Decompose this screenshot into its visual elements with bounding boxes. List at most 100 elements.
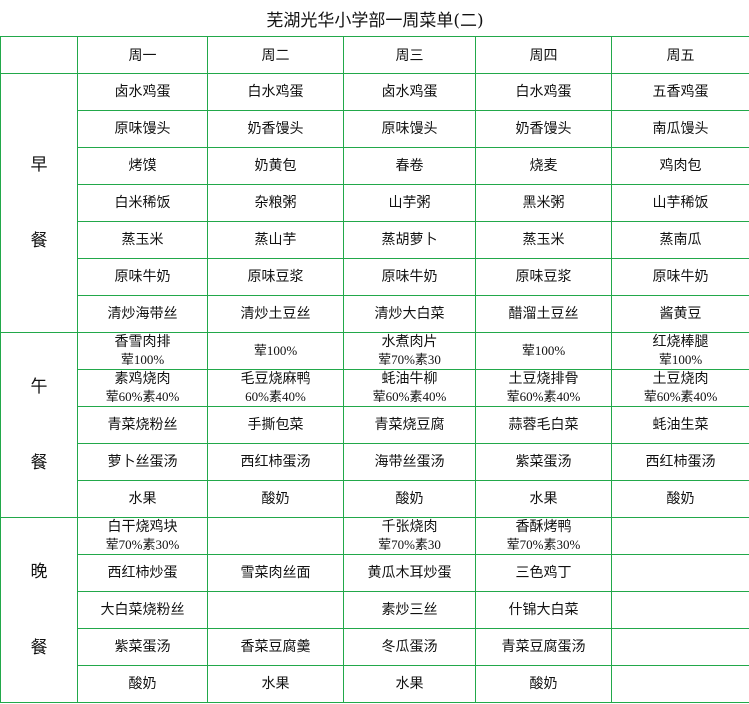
corner-cell — [0, 36, 78, 74]
dish-name: 青菜豆腐蛋汤 — [501, 639, 586, 655]
menu-cell: 南瓜馒头 — [610, 110, 749, 148]
menu-row: 萝卜丝蛋汤 西红柿蛋汤 海带丝蛋汤 紫菜蛋汤 西红柿蛋汤 — [1, 443, 749, 481]
menu-cell: 紫菜蛋汤 — [475, 443, 612, 481]
dish-name: 山芋稀饭 — [652, 195, 709, 211]
menu-cell: 紫菜蛋汤 — [77, 628, 208, 666]
ratio-text: 荤60%素40% — [643, 389, 718, 404]
menu-row: 蒸玉米 蒸山芋 蒸胡萝卜 蒸玉米 蒸南瓜 — [1, 221, 749, 259]
menu-cell — [610, 665, 749, 703]
menu-cell — [610, 517, 749, 555]
meal-label: 晚餐 — [0, 517, 78, 703]
dish-name: 紫菜蛋汤 — [114, 639, 171, 655]
menu-cell: 酸奶 — [475, 665, 612, 703]
dish-name: 白干烧鸡块 — [107, 519, 178, 535]
dish-name: 西红柿蛋汤 — [240, 454, 311, 470]
menu-cell: 奶香馒头 — [475, 110, 612, 148]
menu-row: 晚餐白干烧鸡块 荤70%素30% 千张烧肉 荤70%素30 香酥烤鸭 荤70%素30% — [0, 517, 749, 703]
menu-cell: 白水鸡蛋 — [207, 73, 344, 111]
menu-cell: 春卷 — [343, 147, 476, 185]
day-header: 周二 — [207, 36, 344, 74]
dish-name: 冬瓜蛋汤 — [381, 639, 438, 655]
menu-cell: 青菜烧粉丝 — [77, 406, 208, 444]
dish-name: 原味牛奶 — [652, 269, 709, 285]
dish-name: 奶黄包 — [254, 158, 297, 174]
ratio-text: 荤70%素30 — [378, 537, 441, 552]
menu-cell: 醋溜土豆丝 — [475, 295, 612, 333]
dish-name: 海带丝蛋汤 — [374, 454, 445, 470]
menu-cell: 红烧棒腿 荤100% — [610, 332, 749, 370]
dish-name: 青菜烧粉丝 — [107, 417, 178, 433]
menu-cell: 水煮肉片 荤70%素30 — [343, 332, 476, 370]
meal-label-char: 晚 — [30, 562, 48, 582]
dish-name: 水果 — [529, 491, 558, 507]
menu-cell: 蚝油牛柳 荤60%素40% — [343, 369, 476, 407]
ratio-text: 荤70%素30% — [506, 537, 581, 552]
dish-name: 土豆烧排骨 — [508, 371, 579, 387]
dish-name: 土豆烧肉 — [652, 371, 709, 387]
dish-name: 卤水鸡蛋 — [114, 84, 171, 100]
dish-name: 原味牛奶 — [381, 269, 438, 285]
menu-cell: 烤馍 — [77, 147, 208, 185]
menu-cell: 酸奶 — [207, 480, 344, 518]
dish-name: 雪菜肉丝面 — [240, 565, 311, 581]
dish-name: 烧麦 — [529, 158, 558, 174]
menu-cell: 白水鸡蛋 — [475, 73, 612, 111]
ratio-text: 荤60%素40% — [105, 389, 180, 404]
dish-name: 蚝油生菜 — [652, 417, 709, 433]
ratio-text: 60%素40% — [245, 389, 306, 404]
menu-cell: 水果 — [475, 480, 612, 518]
menu-cell: 白米稀饭 — [77, 184, 208, 222]
menu-cell: 西红柿蛋汤 — [610, 443, 749, 481]
menu-cell: 烧麦 — [475, 147, 612, 185]
dish-name: 香酥烤鸭 — [515, 519, 572, 535]
menu-cell: 山芋粥 — [343, 184, 476, 222]
dish-name: 水果 — [395, 676, 424, 692]
day-header: 周一 — [77, 36, 208, 74]
meal-label: 午餐 — [0, 332, 78, 518]
dish-name: 南瓜馒头 — [652, 121, 709, 137]
menu-cell: 手撕包菜 — [207, 406, 344, 444]
menu-cell: 荤100% — [475, 332, 612, 370]
page-title: 芜湖光华小学部一周菜单(二) — [0, 0, 749, 37]
menu-cell: 海带丝蛋汤 — [343, 443, 476, 481]
dish-name: 山芋粥 — [388, 195, 431, 211]
menu-cell: 西红柿炒蛋 — [77, 554, 208, 592]
menu-cell: 素鸡烧肉 荤60%素40% — [77, 369, 208, 407]
menu-cell: 水果 — [77, 480, 208, 518]
menu-cell: 毛豆烧麻鸭 60%素40% — [207, 369, 344, 407]
day-header: 周五 — [610, 36, 749, 74]
menu-row: 烤馍 奶黄包 春卷 烧麦 鸡肉包 — [1, 147, 749, 185]
dish-name: 手撕包菜 — [247, 417, 304, 433]
dish-name: 蒸山芋 — [254, 232, 297, 248]
menu-cell: 鸡肉包 — [610, 147, 749, 185]
dish-name: 清炒海带丝 — [107, 306, 178, 322]
menu-cell: 什锦大白菜 — [475, 591, 612, 629]
menu-cell: 蒸玉米 — [77, 221, 208, 259]
menu-cell — [610, 591, 749, 629]
menu-cell: 原味豆浆 — [475, 258, 612, 296]
dish-name: 大白菜烧粉丝 — [100, 602, 185, 618]
menu-cell: 原味牛奶 — [610, 258, 749, 296]
menu-cell: 原味馒头 — [77, 110, 208, 148]
meal-label-char: 餐 — [30, 638, 48, 658]
dish-name: 酸奶 — [529, 676, 558, 692]
dish-name: 水果 — [261, 676, 290, 692]
menu-cell: 水果 — [343, 665, 476, 703]
dish-name: 烤馍 — [128, 158, 157, 174]
ratio-text: 荤100% — [521, 343, 566, 358]
menu-cell: 卤水鸡蛋 — [343, 73, 476, 111]
dish-name: 千张烧肉 — [381, 519, 438, 535]
dish-name: 五香鸡蛋 — [652, 84, 709, 100]
menu-cell: 原味馒头 — [343, 110, 476, 148]
menu-cell: 土豆烧肉荤60%素40% — [610, 369, 749, 407]
day-header: 周四 — [475, 36, 612, 74]
menu-row: 水果 酸奶 酸奶 水果 酸奶 — [1, 480, 749, 518]
menu-cell: 蒸山芋 — [207, 221, 344, 259]
menu-cell: 酸奶 — [610, 480, 749, 518]
dish-name: 紫菜蛋汤 — [515, 454, 572, 470]
menu-cell: 杂粮粥 — [207, 184, 344, 222]
dish-name: 三色鸡丁 — [515, 565, 572, 581]
menu-cell: 西红柿蛋汤 — [207, 443, 344, 481]
menu-cell: 青菜烧豆腐 — [343, 406, 476, 444]
